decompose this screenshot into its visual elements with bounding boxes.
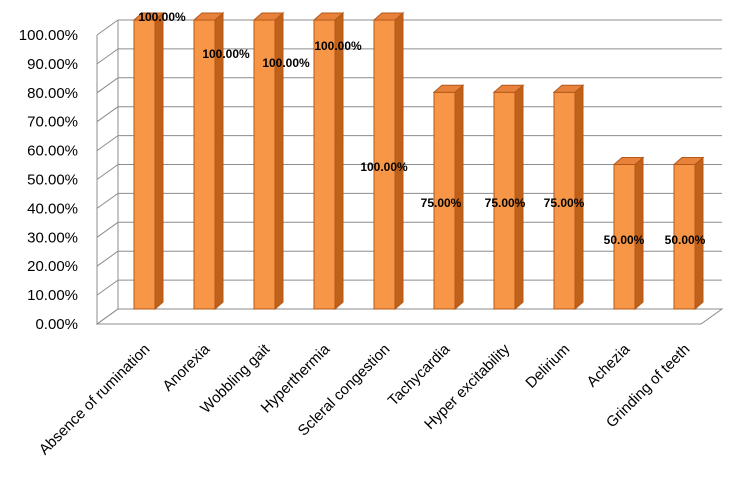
data-labels: 100.00% 100.00% 100.00% 100.00% 100.00% 75.00… [138, 10, 705, 247]
bar [432, 84, 465, 311]
y-tick-label: 60.00% [27, 143, 78, 160]
y-tick-label: 20.00% [27, 258, 78, 275]
bars [132, 11, 705, 311]
data-label: 100.00% [138, 10, 186, 24]
data-label: 75.00% [544, 196, 585, 210]
bar-side [154, 11, 164, 311]
data-label: 50.00% [665, 233, 706, 247]
y-tick-label: 50.00% [27, 172, 78, 189]
bar-top [672, 157, 705, 165]
bar-top [372, 12, 405, 21]
bar-front [193, 19, 216, 310]
y-tick-label: 100.00% [19, 27, 78, 44]
data-label: 75.00% [421, 196, 462, 210]
bar [552, 84, 585, 311]
bar [132, 11, 165, 311]
side-wall-gridline [96, 279, 119, 296]
bar-front [313, 19, 336, 310]
y-tick-label: 40.00% [27, 200, 78, 217]
side-wall-gridline [96, 250, 119, 267]
side-wall-gridline [96, 221, 119, 238]
category-label: Delirium [522, 341, 573, 392]
y-axis-tick-labels: 0.00% 10.00% 20.00% 30.00% 40.00% 50.00% 60.00… [19, 27, 78, 333]
side-wall-gridline [96, 77, 119, 94]
bar-top [132, 12, 165, 21]
floor [95, 308, 724, 325]
bar [492, 84, 525, 311]
data-label: 100.00% [360, 160, 408, 174]
side-wall-gridline [96, 164, 119, 180]
y-tick-label: 10.00% [27, 287, 78, 304]
bar-top [312, 12, 345, 21]
side-wall-gridline [96, 192, 119, 209]
bar-top [612, 157, 645, 165]
data-label: 100.00% [202, 47, 250, 61]
bar [192, 11, 225, 311]
category-label: Absence of rumination [36, 341, 154, 459]
bar-top [252, 12, 285, 21]
bar-top [192, 12, 225, 21]
bar [372, 11, 405, 311]
bar-top [432, 84, 465, 93]
bar [612, 156, 645, 311]
y-tick-label: 0.00% [35, 316, 78, 333]
bar-side [334, 11, 344, 311]
bar [252, 11, 285, 311]
bar-top [552, 84, 585, 93]
category-label: Anorexia [159, 340, 213, 394]
y-tick-label: 90.00% [27, 56, 78, 73]
bar-front [133, 19, 156, 310]
side-wall-gridline [96, 19, 119, 36]
y-tick-label: 70.00% [27, 114, 78, 131]
data-label: 75.00% [485, 196, 526, 210]
y-tick-label: 30.00% [27, 229, 78, 246]
bar-top [492, 84, 525, 93]
data-label: 50.00% [604, 233, 645, 247]
bar [312, 11, 345, 311]
side-wall-gridline [96, 48, 119, 65]
data-label: 100.00% [262, 56, 310, 70]
bar [672, 156, 705, 311]
category-label: Achezia [584, 340, 634, 390]
data-label: 100.00% [314, 39, 362, 53]
side-wall-gridline [96, 106, 119, 123]
side-wall-gridline [96, 135, 119, 152]
y-tick-label: 80.00% [27, 85, 78, 102]
